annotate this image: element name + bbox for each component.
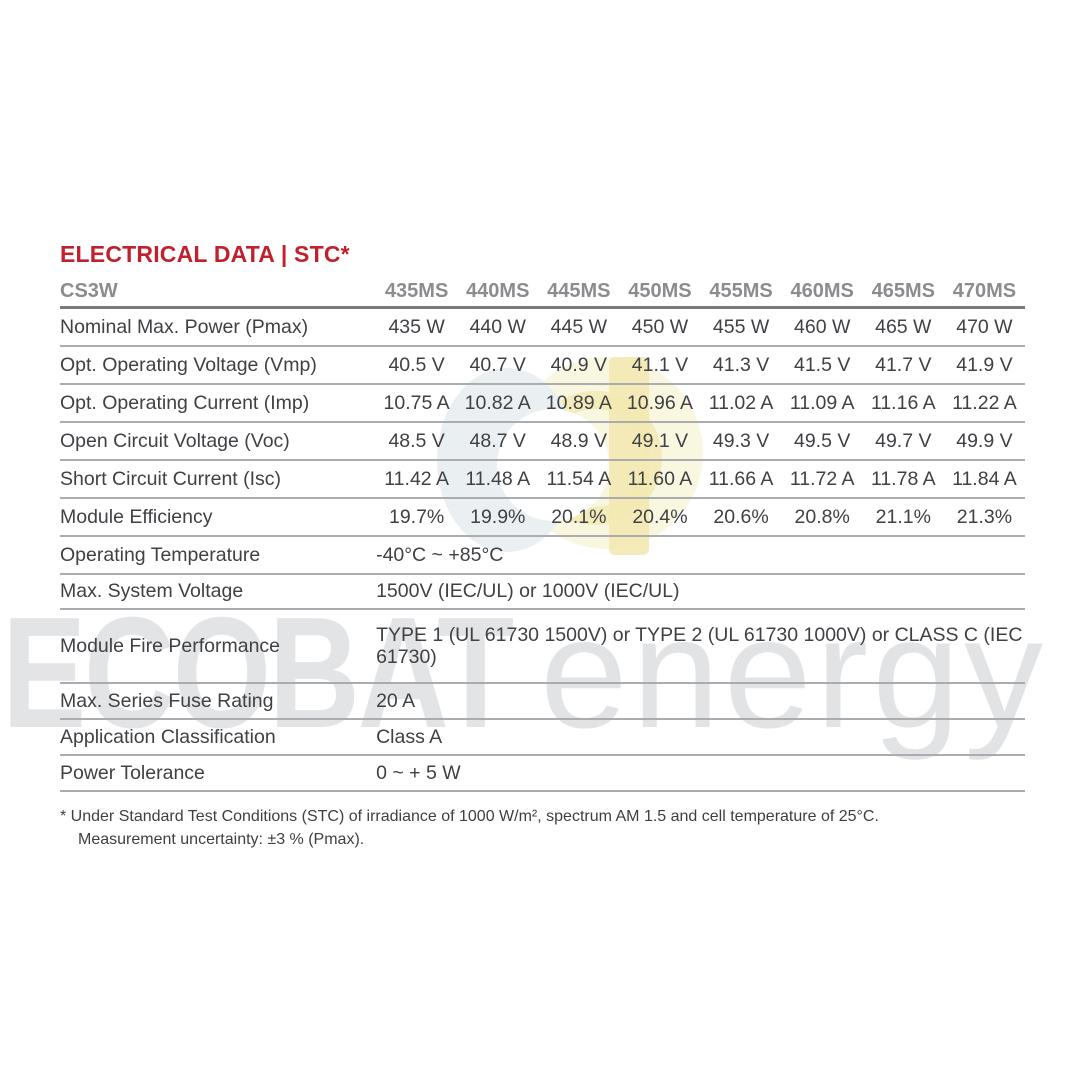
table-row: Module Fire Performance TYPE 1 (UL 61730… xyxy=(60,609,1025,684)
row-label: Nominal Max. Power (Pmax) xyxy=(60,307,377,347)
model-header: 445MS xyxy=(538,277,620,309)
table-row: Short Circuit Current (Isc) 11.42 A 11.4… xyxy=(60,460,1025,499)
value-cell: 11.16 A xyxy=(862,384,944,423)
value-cell: 49.9 V xyxy=(943,422,1025,461)
table-header-row: CS3W 435MS 440MS 445MS 450MS 455MS 460MS… xyxy=(60,277,1025,309)
row-label: Application Classification xyxy=(60,719,377,756)
table-row: Operating Temperature -40°C ~ +85°C xyxy=(60,536,1025,575)
value-cell: 49.5 V xyxy=(781,422,863,461)
stc-footnote: * Under Standard Test Conditions (STC) o… xyxy=(60,805,1020,851)
value-cell: -40°C ~ +85°C xyxy=(376,536,1025,575)
value-cell: 20.6% xyxy=(700,498,782,537)
value-cell: 41.3 V xyxy=(700,346,782,385)
table-row: Max. System Voltage 1500V (IEC/UL) or 10… xyxy=(60,574,1025,610)
model-header: 435MS xyxy=(376,277,458,309)
footnote-line-1: * Under Standard Test Conditions (STC) o… xyxy=(60,808,879,825)
model-header: 470MS xyxy=(943,277,1025,309)
row-label: Short Circuit Current (Isc) xyxy=(60,460,377,499)
footnote-line-2: Measurement uncertainty: ±3 % (Pmax). xyxy=(78,831,365,848)
value-cell: Class A xyxy=(376,719,1025,756)
value-cell: 11.78 A xyxy=(862,460,944,499)
value-cell: 41.5 V xyxy=(781,346,863,385)
value-cell: 470 W xyxy=(943,307,1025,347)
value-cell: 11.48 A xyxy=(457,460,539,499)
value-cell: 11.66 A xyxy=(700,460,782,499)
value-cell: 11.60 A xyxy=(619,460,701,499)
value-cell: 11.09 A xyxy=(781,384,863,423)
value-cell: 40.5 V xyxy=(376,346,458,385)
row-label: Operating Temperature xyxy=(60,536,377,575)
table-row: Max. Series Fuse Rating 20 A xyxy=(60,683,1025,720)
value-cell: 49.3 V xyxy=(700,422,782,461)
row-label: Max. Series Fuse Rating xyxy=(60,683,377,720)
value-cell: 41.7 V xyxy=(862,346,944,385)
value-cell: 455 W xyxy=(700,307,782,347)
value-cell: 11.22 A xyxy=(943,384,1025,423)
model-header: 450MS xyxy=(619,277,701,309)
table-row: Open Circuit Voltage (Voc) 48.5 V 48.7 V… xyxy=(60,422,1025,461)
table-row: Opt. Operating Current (Imp) 10.75 A 10.… xyxy=(60,384,1025,423)
value-cell: 21.3% xyxy=(943,498,1025,537)
value-cell: 49.1 V xyxy=(619,422,701,461)
value-cell: 21.1% xyxy=(862,498,944,537)
value-cell: 11.42 A xyxy=(376,460,458,499)
value-cell: 19.9% xyxy=(457,498,539,537)
row-label: Opt. Operating Voltage (Vmp) xyxy=(60,346,377,385)
value-cell: 49.7 V xyxy=(862,422,944,461)
value-cell: 19.7% xyxy=(376,498,458,537)
model-header: 460MS xyxy=(781,277,863,309)
value-cell: 41.9 V xyxy=(943,346,1025,385)
table-row: Power Tolerance 0 ~ + 5 W xyxy=(60,755,1025,792)
value-cell: 1500V (IEC/UL) or 1000V (IEC/UL) xyxy=(376,574,1025,610)
table-row: Application Classification Class A xyxy=(60,719,1025,756)
value-cell: 11.72 A xyxy=(781,460,863,499)
value-cell: 0 ~ + 5 W xyxy=(376,755,1025,792)
value-cell: 48.7 V xyxy=(457,422,539,461)
value-cell: 450 W xyxy=(619,307,701,347)
table-row: Module Efficiency 19.7% 19.9% 20.1% 20.4… xyxy=(60,498,1025,537)
section-title: ELECTRICAL DATA | STC* xyxy=(60,241,350,267)
value-cell: 445 W xyxy=(538,307,620,347)
value-cell: 40.9 V xyxy=(538,346,620,385)
value-cell: 40.7 V xyxy=(457,346,539,385)
row-label: Opt. Operating Current (Imp) xyxy=(60,384,377,423)
table-row: Opt. Operating Voltage (Vmp) 40.5 V 40.7… xyxy=(60,346,1025,385)
value-cell: 11.02 A xyxy=(700,384,782,423)
row-label: Module Efficiency xyxy=(60,498,377,537)
value-cell: 10.89 A xyxy=(538,384,620,423)
model-header: 455MS xyxy=(700,277,782,309)
value-cell: 20.4% xyxy=(619,498,701,537)
value-cell: 20.8% xyxy=(781,498,863,537)
model-header: 465MS xyxy=(862,277,944,309)
value-cell: 460 W xyxy=(781,307,863,347)
model-header: 440MS xyxy=(457,277,539,309)
value-cell: 48.9 V xyxy=(538,422,620,461)
value-cell: 435 W xyxy=(376,307,458,347)
value-cell: 48.5 V xyxy=(376,422,458,461)
value-cell: 10.96 A xyxy=(619,384,701,423)
value-cell: 20.1% xyxy=(538,498,620,537)
value-cell: 20 A xyxy=(376,683,1025,720)
value-cell: 440 W xyxy=(457,307,539,347)
value-cell: 41.1 V xyxy=(619,346,701,385)
row-label: Power Tolerance xyxy=(60,755,377,792)
row-label: Module Fire Performance xyxy=(60,609,377,684)
value-cell: 10.82 A xyxy=(457,384,539,423)
value-cell: TYPE 1 (UL 61730 1500V) or TYPE 2 (UL 61… xyxy=(376,609,1025,684)
row-label: Max. System Voltage xyxy=(60,574,377,610)
value-cell: 11.84 A xyxy=(943,460,1025,499)
table-row: Nominal Max. Power (Pmax) 435 W 440 W 44… xyxy=(60,307,1025,347)
value-cell: 11.54 A xyxy=(538,460,620,499)
value-cell: 10.75 A xyxy=(376,384,458,423)
row-label: Open Circuit Voltage (Voc) xyxy=(60,422,377,461)
value-cell: 465 W xyxy=(862,307,944,347)
series-name: CS3W xyxy=(60,277,377,309)
electrical-data-table: CS3W 435MS 440MS 445MS 450MS 455MS 460MS… xyxy=(60,277,1025,792)
